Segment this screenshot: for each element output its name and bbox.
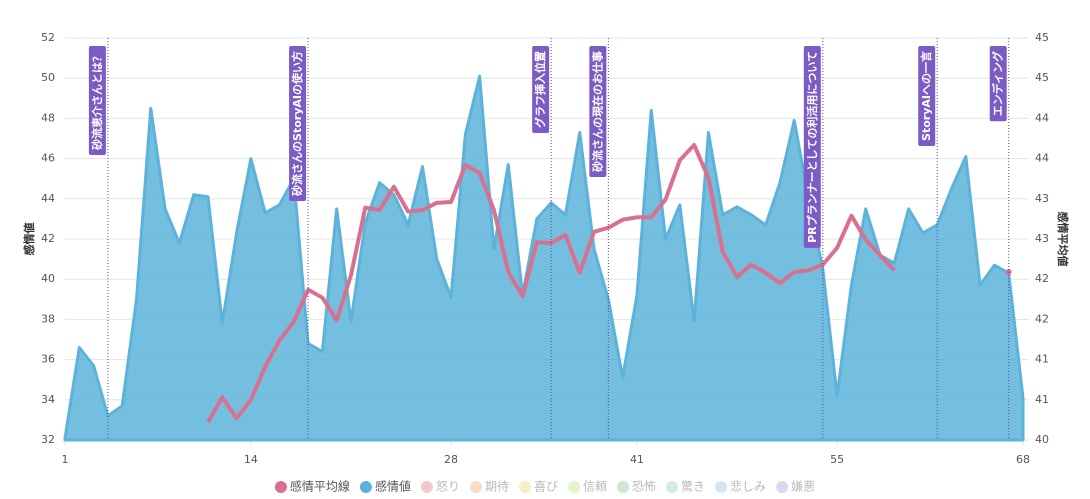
- annotation-text: グラフ挿入位置: [533, 51, 547, 128]
- annotation-label: 砂流さんの現在のお仕事: [589, 46, 607, 177]
- annotation-box: [532, 46, 550, 133]
- line-point: [1005, 268, 1012, 275]
- y2-tick-label: 41: [1035, 353, 1049, 366]
- legend-label: 期待: [485, 480, 509, 494]
- line: [206, 142, 896, 424]
- x-tick-label: 55: [830, 453, 844, 466]
- y-tick-label: 34: [41, 393, 55, 406]
- y2-tick-label: 40: [1035, 433, 1049, 446]
- y-tick-label: 50: [41, 71, 55, 84]
- legend-label: 恐怖: [632, 479, 656, 494]
- legend-swatch: [568, 481, 580, 493]
- y2-tick-label: 43: [1035, 232, 1049, 245]
- y2-tick-label: 45: [1035, 71, 1049, 84]
- annotation-box: [289, 46, 307, 201]
- y2-tick-label: 44: [1035, 111, 1049, 124]
- annotation-box: [918, 46, 936, 146]
- annotation-label: 砂流恵介さんとは？: [88, 46, 106, 155]
- annotation-text: StoryAIへの一言: [919, 51, 933, 141]
- annotation-box: [989, 46, 1007, 122]
- legend-swatch: [469, 481, 482, 493]
- annotation-label: エンディング: [989, 46, 1007, 122]
- annotation-text: エンディング: [991, 51, 1005, 116]
- legend-label: 悲しみ: [730, 479, 766, 494]
- y-tick-label: 36: [41, 353, 55, 366]
- annotation-label: グラフ挿入位置: [532, 46, 550, 133]
- y2-tick-label: 41: [1035, 393, 1049, 406]
- legend-swatch: [420, 481, 433, 493]
- legend-swatch: [359, 481, 372, 493]
- y-tick-label: 52: [41, 31, 55, 44]
- annotation-text: 砂流恵介さんとは？: [90, 51, 104, 150]
- legend-swatch: [666, 481, 679, 493]
- y2-tick-label: 44: [1035, 152, 1049, 165]
- legend-swatch: [518, 481, 531, 493]
- x-tick-label: 41: [630, 453, 644, 466]
- legend-label: 信頼: [583, 480, 607, 494]
- legend-label: 驚き: [681, 479, 705, 494]
- y-tick-label: 32: [41, 433, 55, 446]
- legend-label: 喜び: [534, 480, 558, 494]
- y2-tick-label: 45: [1035, 31, 1049, 44]
- annotation-text: PRプランナーとしての利活用について: [805, 51, 819, 243]
- y-tick-label: 46: [41, 152, 55, 165]
- x-tick-label: 28: [444, 453, 458, 466]
- y2-axis-label: 感情平均値: [1056, 212, 1070, 267]
- y-tick-label: 38: [41, 312, 55, 325]
- annotation-label: PRプランナーとしての利活用について: [803, 46, 821, 248]
- y-tick-label: 48: [41, 111, 55, 124]
- legend-swatch: [274, 481, 287, 493]
- annotation-box: [589, 46, 607, 177]
- y2-tick-label: 42: [1035, 272, 1049, 285]
- annotation-label: 砂流さんのStoryAIの使い方: [289, 46, 307, 201]
- y-tick-label: 44: [41, 192, 55, 205]
- annotation-box: [88, 46, 106, 155]
- legend-swatch: [715, 481, 728, 493]
- legend: 感情平均線 感情値 怒り 期待 喜び 信頼 恐怖 驚き 悲しみ 嫌悪: [274, 479, 815, 494]
- legend-label: 怒り: [436, 479, 460, 494]
- y-tick-label: 40: [41, 272, 55, 285]
- annotation-text: 砂流さんのStoryAIの使い方: [290, 51, 304, 196]
- x-tick-label: 14: [244, 453, 258, 466]
- y-axis-label: 感情値: [22, 223, 36, 256]
- y-tick-label: 42: [41, 232, 55, 245]
- legend-swatch: [776, 481, 789, 493]
- x-tick-label: 68: [1016, 453, 1030, 466]
- legend-label: 感情平均線: [290, 479, 350, 494]
- x-tick-label: 1: [62, 453, 69, 466]
- legend-label: 感情値: [375, 479, 411, 494]
- y2-tick-label: 43: [1035, 192, 1049, 205]
- annotation-text: 砂流さんの現在のお仕事: [590, 51, 604, 172]
- y2-tick-label: 42: [1035, 312, 1049, 325]
- legend-swatch: [617, 481, 630, 493]
- annotation-box: [803, 46, 821, 248]
- legend-label: 嫌悪: [791, 480, 815, 494]
- annotation-label: StoryAIへの一言: [918, 46, 936, 146]
